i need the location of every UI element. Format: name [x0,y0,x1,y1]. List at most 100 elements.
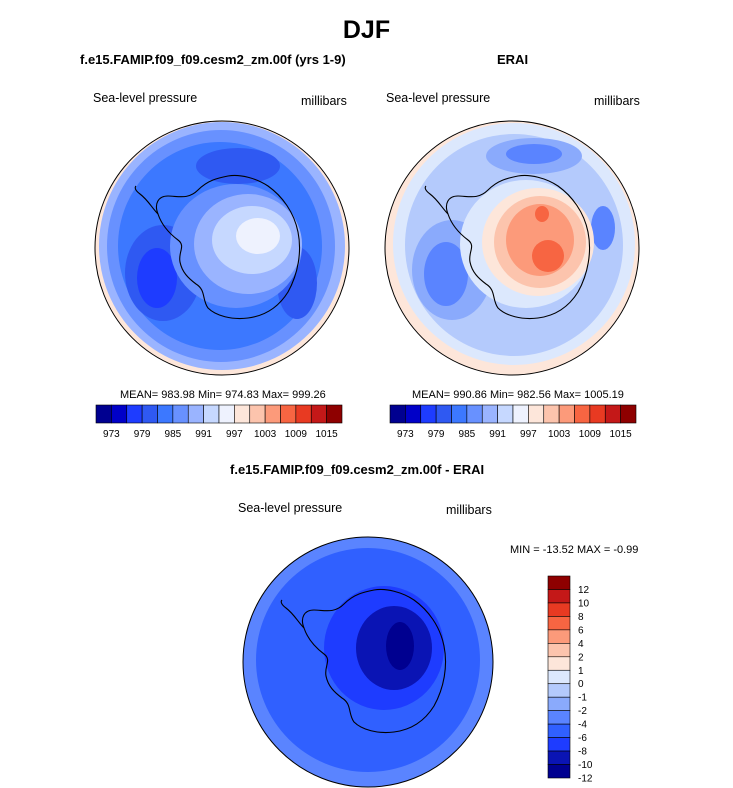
panel3-map [242,536,494,788]
p2-low-north-core [506,144,562,164]
p3-colorbar-cell [547,737,571,752]
panel2-map [384,120,640,376]
p2-colorbar-cell-1009 [589,404,606,424]
p2-colorbar-cell-979 [435,404,452,424]
p1-colorbar-cell-994 [218,404,235,424]
p3-map-border [242,536,494,788]
p2-colorbar-cell-970 [389,404,406,424]
p3-colorbar-tick-label: -2 [578,706,587,717]
p1-colorbar-cell-991 [203,404,220,424]
panel1-map [94,120,350,376]
p2-colorbar-tick-label: 1009 [579,429,602,440]
panel2-stats: MEAN= 990.86 Min= 982.56 Max= 1005.19 [412,389,624,401]
p2-colorbar-cell-1000 [543,404,560,424]
p2-colorbar-tick-label: 973 [397,429,414,440]
p1-colorbar-tick-label: 991 [195,429,212,440]
p3-colorbar-tick-label: -12 [578,774,593,785]
p2-colorbar-cell-982 [451,404,468,424]
p3-colorbar-cell [547,643,571,658]
p2-colorbar-cell-988 [481,404,498,424]
panel2-variable-label: Sea-level pressure [386,91,491,105]
p2-colorbar-cell-994 [512,404,529,424]
p1-colorbar-tick-label: 985 [165,429,182,440]
p1-colorbar-cell-970 [95,404,112,424]
p2-colorbar-cell-1012 [604,404,621,424]
p2-max-north [535,206,549,222]
panel3-title: f.e15.FAMIP.f09_f09.cesm2_zm.00f - ERAI [230,462,485,477]
p1-colorbar-cell-976 [126,404,143,424]
p3-colorbar-tick-label: -6 [578,733,587,744]
p2-low-west-core [424,242,468,306]
p1-colorbar-cell-1003 [264,404,281,424]
p3-min-core [386,622,414,670]
p1-low-north [196,148,280,184]
p3-colorbar-cell [547,589,571,604]
p1-colorbar-tick-label: 997 [226,429,243,440]
p1-colorbar-cell-1015 [326,404,343,424]
p3-colorbar-cell [547,750,571,765]
p2-low-east [591,206,615,250]
p1-band-plateau-core [236,218,280,254]
p3-colorbar-cell [547,696,571,711]
panel1-colorbar: 973 979 985 991 997 1003 1009 1015 [95,404,343,440]
p2-colorbar-cell-985 [466,404,483,424]
p1-colorbar-tick-label: 973 [103,429,120,440]
p2-colorbar-cell-991 [497,404,514,424]
p3-colorbar-cell [547,616,571,631]
p3-colorbar-tick-label: 4 [578,639,584,650]
p1-colorbar-cell-979 [141,404,158,424]
p2-colorbar-cell-976 [420,404,437,424]
p2-colorbar-cell-1003 [558,404,575,424]
p2-max-south [532,240,564,272]
p3-colorbar-cell [547,669,571,685]
p2-colorbar-tick-label: 1003 [548,429,571,440]
p2-colorbar-tick-label: 985 [459,429,476,440]
panel3-units-label: millibars [446,503,492,517]
p1-colorbar-tick-label: 979 [134,429,151,440]
p1-colorbar-cell-1012 [310,404,327,424]
p3-colorbar-tick-label: -10 [578,760,593,771]
panel2-units-label: millibars [594,94,640,108]
p3-colorbar-cell [547,710,571,725]
p3-colorbar-tick-label: 1 [578,666,584,677]
p3-colorbar-cell [547,629,571,644]
p1-colorbar-cell-985 [172,404,189,424]
panel1-stats: MEAN= 983.98 Min= 974.83 Max= 999.26 [120,389,326,401]
p3-colorbar-tick-label: 2 [578,652,584,663]
p2-colorbar-cell-997 [528,404,545,424]
p1-map-border [94,120,350,376]
p3-colorbar-tick-label: 8 [578,612,584,623]
p3-colorbar-cell [547,764,571,779]
p1-colorbar-cell-1000 [249,404,266,424]
p3-colorbar-cell [547,723,571,738]
p1-colorbar-tick-label: 1015 [316,429,339,440]
panel1-units-label: millibars [301,94,347,108]
p2-colorbar-cell-973 [405,404,422,424]
p3-colorbar-cell [547,602,571,617]
panel2-colorbar: 973 979 985 991 997 1003 1009 1015 [389,404,637,440]
p3-colorbar-tick-label: -4 [578,720,587,731]
p1-colorbar-cell-997 [234,404,251,424]
p1-colorbar-tick-label: 1009 [285,429,308,440]
p1-low-west-core [137,248,177,308]
p3-colorbar-cell [547,575,571,590]
p1-colorbar-cell-982 [157,404,174,424]
p3-colorbar-tick-label: 0 [578,679,584,690]
p2-colorbar-tick-label: 979 [428,429,445,440]
panel1-title: f.e15.FAMIP.f09_f09.cesm2_zm.00f (yrs 1-… [80,52,346,67]
p3-colorbar-tick-label: 12 [578,585,590,596]
panel1-variable-label: Sea-level pressure [93,91,198,105]
p3-colorbar-tick-label: 6 [578,625,584,636]
p1-colorbar-cell-988 [187,404,204,424]
panel3-stats: MIN = -13.52 MAX = -0.99 [510,544,639,556]
panel2-title: ERAI [497,52,529,67]
p3-colorbar-tick-label: -8 [578,747,587,758]
p2-map-border [384,120,640,376]
p2-colorbar-tick-label: 1015 [610,429,633,440]
p2-colorbar-cell-1015 [620,404,637,424]
p2-colorbar-tick-label: 997 [520,429,537,440]
p2-colorbar-tick-label: 991 [489,429,506,440]
p2-colorbar-cell-1006 [574,404,591,424]
